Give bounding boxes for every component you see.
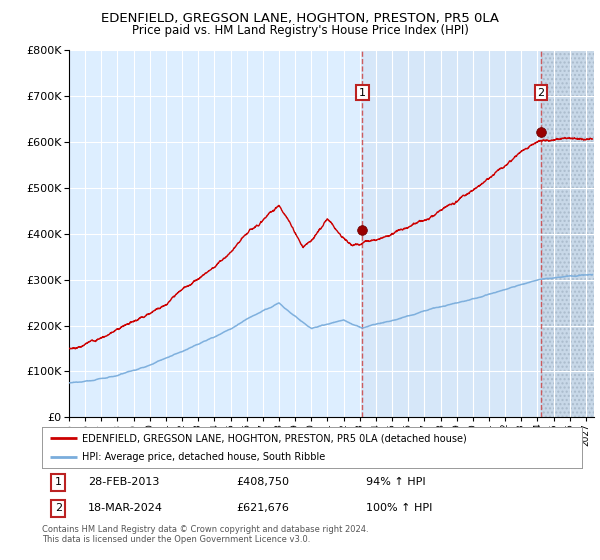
Text: This data is licensed under the Open Government Licence v3.0.: This data is licensed under the Open Gov… xyxy=(42,535,310,544)
Bar xyxy=(541,50,594,417)
Text: 100% ↑ HPI: 100% ↑ HPI xyxy=(366,503,433,514)
Text: Price paid vs. HM Land Registry's House Price Index (HPI): Price paid vs. HM Land Registry's House … xyxy=(131,24,469,36)
Text: EDENFIELD, GREGSON LANE, HOGHTON, PRESTON, PR5 0LA: EDENFIELD, GREGSON LANE, HOGHTON, PRESTO… xyxy=(101,12,499,25)
Text: 1: 1 xyxy=(359,87,366,97)
Text: £621,676: £621,676 xyxy=(236,503,289,514)
Text: 2: 2 xyxy=(537,87,544,97)
Text: HPI: Average price, detached house, South Ribble: HPI: Average price, detached house, Sout… xyxy=(83,452,326,461)
Text: 1: 1 xyxy=(55,478,62,487)
Text: £408,750: £408,750 xyxy=(236,478,289,487)
Text: EDENFIELD, GREGSON LANE, HOGHTON, PRESTON, PR5 0LA (detached house): EDENFIELD, GREGSON LANE, HOGHTON, PRESTO… xyxy=(83,433,467,443)
Text: 2: 2 xyxy=(55,503,62,514)
Bar xyxy=(541,50,594,417)
Text: 94% ↑ HPI: 94% ↑ HPI xyxy=(366,478,425,487)
Bar xyxy=(362,50,541,417)
Text: 18-MAR-2024: 18-MAR-2024 xyxy=(88,503,163,514)
Text: 28-FEB-2013: 28-FEB-2013 xyxy=(88,478,159,487)
Text: Contains HM Land Registry data © Crown copyright and database right 2024.: Contains HM Land Registry data © Crown c… xyxy=(42,525,368,534)
